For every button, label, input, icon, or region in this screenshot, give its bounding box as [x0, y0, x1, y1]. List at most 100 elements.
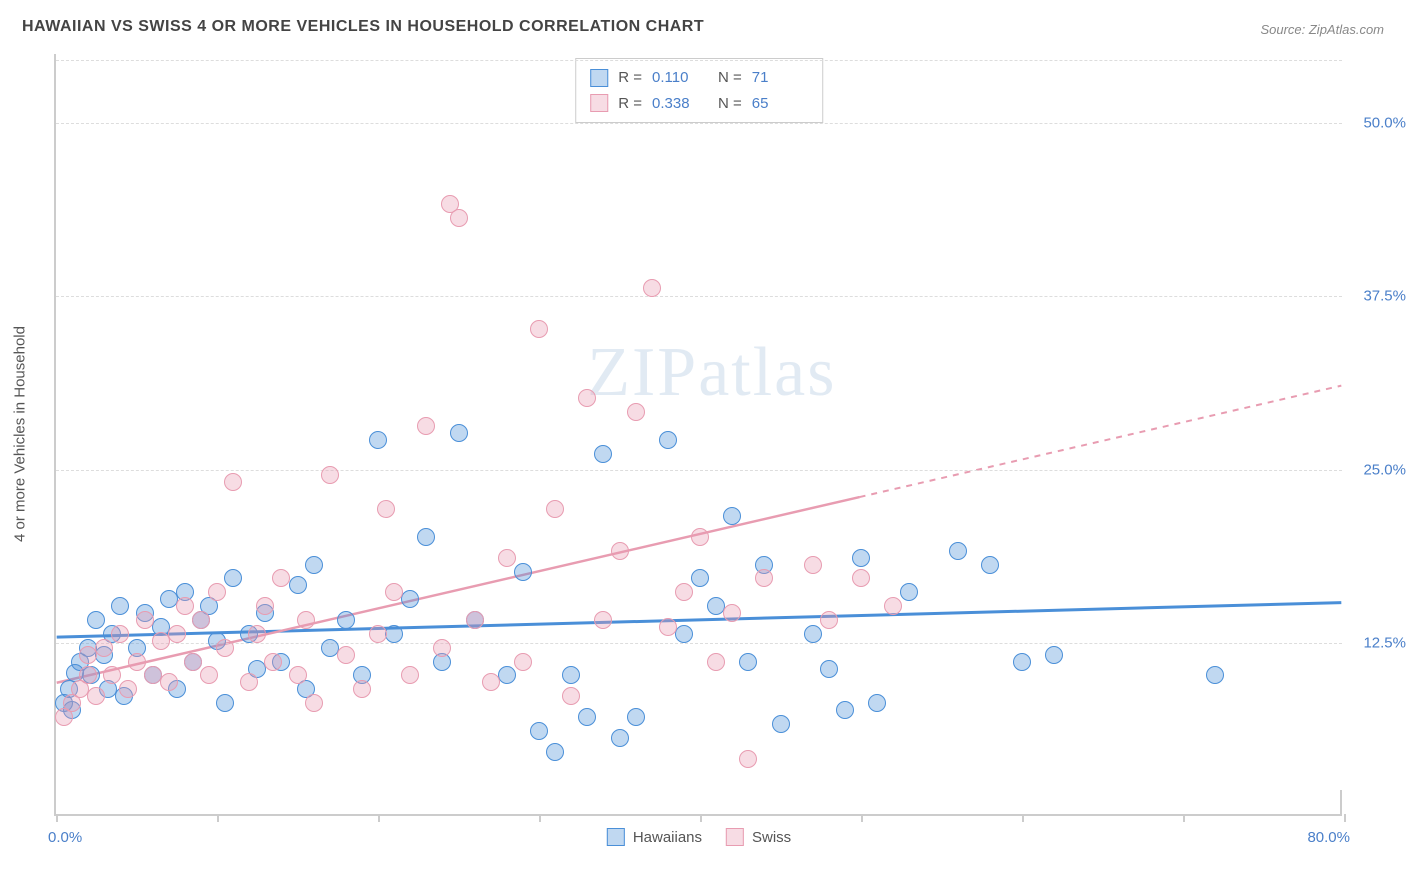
data-point: [498, 549, 516, 567]
stats-row: R =0.338N =65: [590, 91, 808, 117]
data-point: [627, 708, 645, 726]
stat-r-value: 0.110: [652, 65, 708, 91]
data-point: [723, 507, 741, 525]
data-point: [739, 750, 757, 768]
x-tick: [700, 814, 702, 822]
grid-line: [56, 123, 1342, 124]
data-point: [546, 743, 564, 761]
data-point: [216, 694, 234, 712]
data-point: [111, 625, 129, 643]
x-tick: [1344, 814, 1346, 822]
legend-swatch: [726, 828, 744, 846]
data-point: [240, 673, 258, 691]
data-point: [514, 653, 532, 671]
stat-r-label: R =: [618, 65, 642, 91]
grid-line: [56, 643, 1342, 644]
data-point: [691, 569, 709, 587]
data-point: [401, 590, 419, 608]
bottom-legend: Hawaiians Swiss: [607, 828, 791, 846]
stat-n-value: 71: [752, 65, 808, 91]
data-point: [820, 611, 838, 629]
data-point: [369, 625, 387, 643]
data-point: [337, 646, 355, 664]
data-point: [884, 597, 902, 615]
stat-r-label: R =: [618, 91, 642, 117]
data-point: [594, 611, 612, 629]
data-point: [289, 576, 307, 594]
data-point: [401, 666, 419, 684]
data-point: [675, 625, 693, 643]
y-tick-label: 25.0%: [1350, 461, 1406, 478]
data-point: [128, 653, 146, 671]
x-tick: [1022, 814, 1024, 822]
grid-line: [56, 60, 1342, 61]
source-attribution: Source: ZipAtlas.com: [1260, 22, 1384, 37]
data-point: [321, 466, 339, 484]
data-point: [417, 417, 435, 435]
legend-label: Hawaiians: [633, 829, 702, 846]
data-point: [675, 583, 693, 601]
y-tick-label: 50.0%: [1350, 115, 1406, 132]
data-point: [385, 583, 403, 601]
data-point: [224, 473, 242, 491]
data-point: [562, 687, 580, 705]
data-point: [739, 653, 757, 671]
trend-line-dashed: [860, 386, 1342, 497]
data-point: [755, 569, 773, 587]
data-point: [949, 542, 967, 560]
data-point: [659, 618, 677, 636]
data-point: [433, 639, 451, 657]
right-axis-stub: [1340, 790, 1342, 814]
data-point: [578, 389, 596, 407]
data-point: [836, 701, 854, 719]
data-point: [804, 556, 822, 574]
data-point: [184, 653, 202, 671]
data-point: [578, 708, 596, 726]
series-swatch: [590, 69, 608, 87]
data-point: [804, 625, 822, 643]
grid-line: [56, 296, 1342, 297]
data-point: [900, 583, 918, 601]
watermark: ZIPatlas: [587, 333, 836, 413]
data-point: [79, 666, 97, 684]
stats-legend-box: R =0.110N =71R =0.338N =65: [575, 58, 823, 123]
stat-n-value: 65: [752, 91, 808, 117]
data-point: [264, 653, 282, 671]
data-point: [1206, 666, 1224, 684]
data-point: [852, 569, 870, 587]
data-point: [723, 604, 741, 622]
data-point: [136, 611, 154, 629]
x-tick: [56, 814, 58, 822]
legend-item: Swiss: [726, 828, 791, 846]
grid-line: [56, 470, 1342, 471]
x-tick: [1183, 814, 1185, 822]
data-point: [868, 694, 886, 712]
data-point: [594, 445, 612, 463]
data-point: [337, 611, 355, 629]
data-point: [95, 639, 113, 657]
data-point: [530, 722, 548, 740]
data-point: [611, 729, 629, 747]
data-point: [707, 653, 725, 671]
legend-label: Swiss: [752, 829, 791, 846]
data-point: [160, 673, 178, 691]
data-point: [305, 556, 323, 574]
data-point: [176, 597, 194, 615]
data-point: [1045, 646, 1063, 664]
data-point: [627, 403, 645, 421]
data-point: [385, 625, 403, 643]
y-axis-title: 4 or more Vehicles in Household: [12, 326, 29, 542]
data-point: [248, 625, 266, 643]
legend-item: Hawaiians: [607, 828, 702, 846]
data-point: [562, 666, 580, 684]
data-point: [216, 639, 234, 657]
data-point: [103, 666, 121, 684]
data-point: [353, 680, 371, 698]
data-point: [87, 611, 105, 629]
data-point: [659, 431, 677, 449]
data-point: [289, 666, 307, 684]
data-point: [87, 687, 105, 705]
data-point: [852, 549, 870, 567]
x-axis-min-label: 0.0%: [48, 829, 82, 846]
data-point: [1013, 653, 1031, 671]
